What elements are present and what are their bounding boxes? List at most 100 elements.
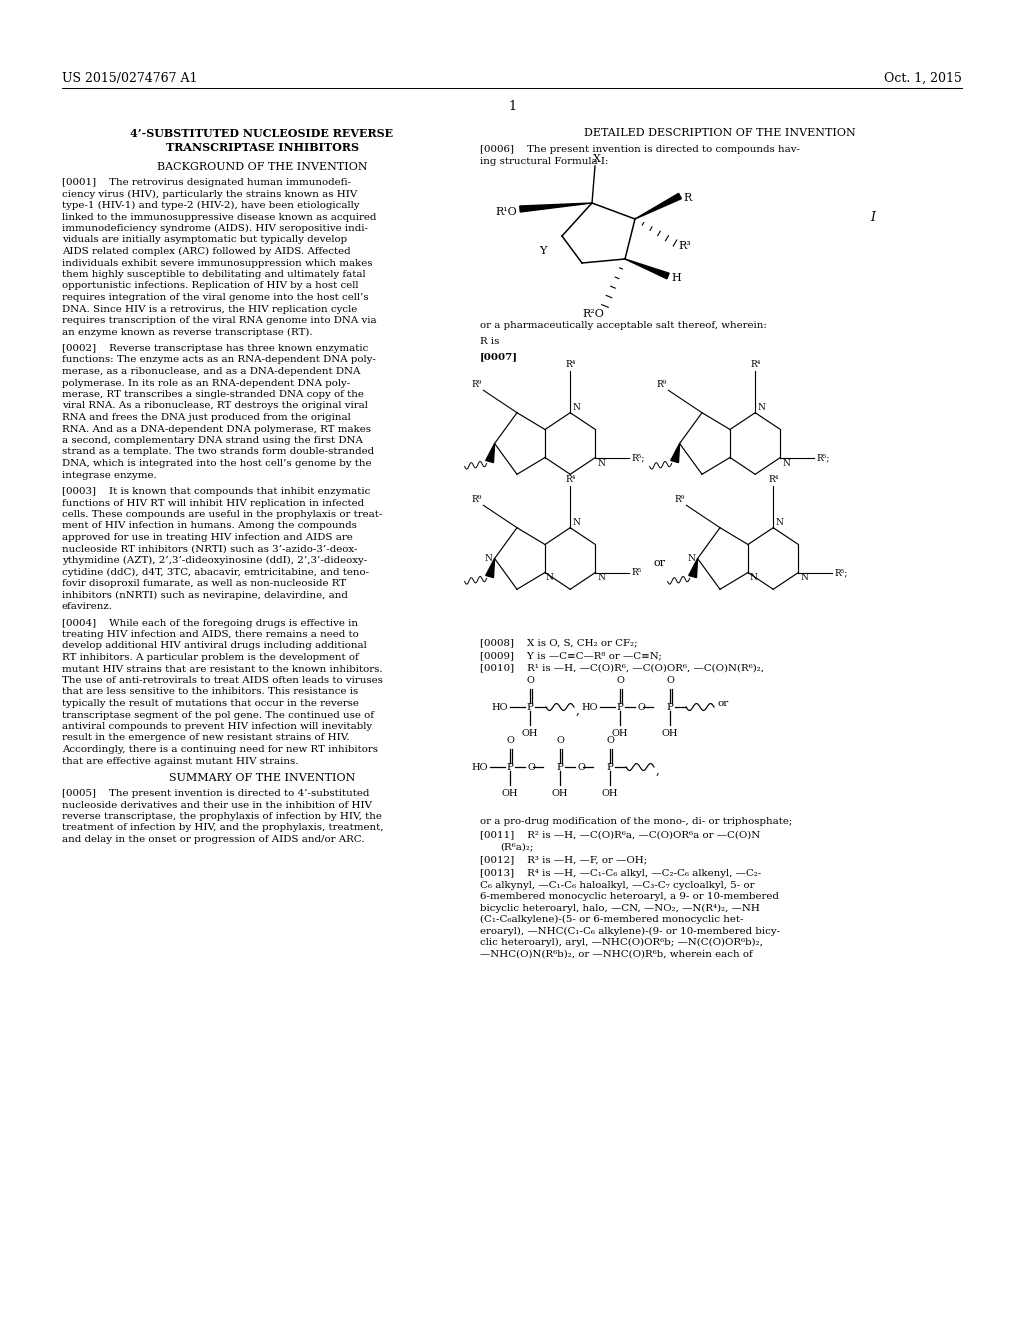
- Text: transcriptase segment of the pol gene. The continued use of: transcriptase segment of the pol gene. T…: [62, 710, 374, 719]
- Text: N: N: [572, 403, 580, 412]
- Text: inhibitors (nNRTI) such as nevirapine, delavirdine, and: inhibitors (nNRTI) such as nevirapine, d…: [62, 590, 348, 599]
- Text: approved for use in treating HIV infection and AIDS are: approved for use in treating HIV infecti…: [62, 533, 352, 543]
- Text: cells. These compounds are useful in the prophylaxis or treat-: cells. These compounds are useful in the…: [62, 510, 382, 519]
- Text: I: I: [870, 211, 874, 224]
- Text: linked to the immunosuppressive disease known as acquired: linked to the immunosuppressive disease …: [62, 213, 377, 222]
- Text: antiviral compounds to prevent HIV infection will inevitably: antiviral compounds to prevent HIV infec…: [62, 722, 372, 731]
- Text: R⁹: R⁹: [674, 495, 684, 504]
- Text: functions of HIV RT will inhibit HIV replication in infected: functions of HIV RT will inhibit HIV rep…: [62, 499, 365, 507]
- Text: R⁵;: R⁵;: [631, 453, 644, 462]
- Text: viduals are initially asymptomatic but typically develop: viduals are initially asymptomatic but t…: [62, 235, 347, 244]
- Polygon shape: [689, 558, 697, 578]
- Text: The use of anti-retrovirals to treat AIDS often leads to viruses: The use of anti-retrovirals to treat AID…: [62, 676, 383, 685]
- Text: O: O: [606, 737, 614, 744]
- Text: ,: ,: [656, 763, 659, 776]
- Text: Oct. 1, 2015: Oct. 1, 2015: [884, 73, 962, 84]
- Text: N: N: [597, 573, 605, 582]
- Text: R⁹: R⁹: [656, 380, 667, 389]
- Text: OH: OH: [611, 729, 629, 738]
- Text: efavirenz.: efavirenz.: [62, 602, 113, 611]
- Text: HO: HO: [492, 702, 508, 711]
- Text: R⁵: R⁵: [631, 568, 641, 577]
- Text: N: N: [775, 517, 783, 527]
- Polygon shape: [635, 193, 681, 219]
- Text: N: N: [782, 458, 791, 467]
- Text: individuals exhibit severe immunosuppression which makes: individuals exhibit severe immunosuppres…: [62, 259, 373, 268]
- Text: R⁹: R⁹: [471, 495, 481, 504]
- Text: merase, RT transcribes a single-stranded DNA copy of the: merase, RT transcribes a single-stranded…: [62, 389, 364, 399]
- Text: ,: ,: [575, 704, 580, 717]
- Polygon shape: [671, 444, 680, 462]
- Text: result in the emergence of new resistant strains of HIV.: result in the emergence of new resistant…: [62, 734, 349, 742]
- Text: develop additional HIV antiviral drugs including additional: develop additional HIV antiviral drugs i…: [62, 642, 367, 651]
- Text: [0002]    Reverse transcriptase has three known enzymatic: [0002] Reverse transcriptase has three k…: [62, 345, 369, 352]
- Text: a second, complementary DNA strand using the first DNA: a second, complementary DNA strand using…: [62, 436, 362, 445]
- Text: O: O: [527, 763, 535, 771]
- Text: and delay in the onset or progression of AIDS and/or ARC.: and delay in the onset or progression of…: [62, 836, 365, 843]
- Text: an enzyme known as reverse transcriptase (RT).: an enzyme known as reverse transcriptase…: [62, 327, 312, 337]
- Text: SUMMARY OF THE INVENTION: SUMMARY OF THE INVENTION: [169, 774, 355, 783]
- Text: nucleoside derivatives and their use in the inhibition of HIV: nucleoside derivatives and their use in …: [62, 800, 372, 809]
- Text: or: or: [654, 558, 666, 569]
- Text: polymerase. In its role as an RNA-dependent DNA poly-: polymerase. In its role as an RNA-depend…: [62, 379, 350, 388]
- Text: R⁴: R⁴: [565, 360, 575, 368]
- Text: N: N: [546, 573, 554, 582]
- Text: N: N: [749, 573, 757, 582]
- Text: Y: Y: [540, 246, 547, 256]
- Text: TRANSCRIPTASE INHIBITORS: TRANSCRIPTASE INHIBITORS: [166, 143, 358, 153]
- Text: [0010]    R¹ is —H, —C(O)R⁶, —C(O)OR⁶, —C(O)N(R⁶)₂,: [0010] R¹ is —H, —C(O)R⁶, —C(O)OR⁶, —C(O…: [480, 664, 764, 672]
- Text: (R⁶a)₂;: (R⁶a)₂;: [500, 842, 534, 851]
- Text: AIDS related complex (ARC) followed by AIDS. Affected: AIDS related complex (ARC) followed by A…: [62, 247, 350, 256]
- Text: [0007]: [0007]: [480, 352, 518, 360]
- Polygon shape: [625, 259, 669, 279]
- Text: mutant HIV strains that are resistant to the known inhibitors.: mutant HIV strains that are resistant to…: [62, 664, 383, 673]
- Text: ciency virus (HIV), particularly the strains known as HIV: ciency virus (HIV), particularly the str…: [62, 190, 357, 198]
- Text: [0013]    R⁴ is —H, —C₁-C₆ alkyl, —C₂-C₆ alkenyl, —C₂-: [0013] R⁴ is —H, —C₁-C₆ alkyl, —C₂-C₆ al…: [480, 869, 761, 878]
- Text: P: P: [526, 702, 534, 711]
- Text: functions: The enzyme acts as an RNA-dependent DNA poly-: functions: The enzyme acts as an RNA-dep…: [62, 355, 376, 364]
- Text: them highly susceptible to debilitating and ultimately fatal: them highly susceptible to debilitating …: [62, 271, 366, 279]
- Text: R⁴: R⁴: [565, 475, 575, 483]
- Text: O: O: [637, 702, 645, 711]
- Text: —NHC(O)N(R⁶b)₂, or —NHC(O)R⁶b, wherein each of: —NHC(O)N(R⁶b)₂, or —NHC(O)R⁶b, wherein e…: [480, 949, 753, 958]
- Text: R⁵;: R⁵;: [834, 568, 848, 577]
- Text: HO: HO: [582, 702, 598, 711]
- Text: typically the result of mutations that occur in the reverse: typically the result of mutations that o…: [62, 700, 358, 708]
- Text: OH: OH: [602, 789, 618, 799]
- Text: that are effective against mutant HIV strains.: that are effective against mutant HIV st…: [62, 756, 299, 766]
- Text: cytidine (ddC), d4T, 3TC, abacavir, emtricitabine, and teno-: cytidine (ddC), d4T, 3TC, abacavir, emtr…: [62, 568, 369, 577]
- Text: eroaryl), —NHC(C₁-C₆ alkylene)-(9- or 10-membered bicy-: eroaryl), —NHC(C₁-C₆ alkylene)-(9- or 10…: [480, 927, 780, 936]
- Text: treating HIV infection and AIDS, there remains a need to: treating HIV infection and AIDS, there r…: [62, 630, 358, 639]
- Text: [0009]    Y is —C≡C—R⁸ or —C≡N;: [0009] Y is —C≡C—R⁸ or —C≡N;: [480, 651, 662, 660]
- Text: O: O: [556, 737, 564, 744]
- Text: O: O: [526, 676, 534, 685]
- Text: opportunistic infections. Replication of HIV by a host cell: opportunistic infections. Replication of…: [62, 281, 358, 290]
- Text: nucleoside RT inhibitors (NRTI) such as 3’-azido-3’-deox-: nucleoside RT inhibitors (NRTI) such as …: [62, 544, 357, 553]
- Text: OH: OH: [502, 789, 518, 799]
- Text: N: N: [757, 403, 765, 412]
- Text: R²O: R²O: [582, 309, 604, 319]
- Text: reverse transcriptase, the prophylaxis of infection by HIV, the: reverse transcriptase, the prophylaxis o…: [62, 812, 382, 821]
- Text: P: P: [616, 702, 624, 711]
- Text: R⁴: R⁴: [750, 360, 761, 368]
- Text: US 2015/0274767 A1: US 2015/0274767 A1: [62, 73, 198, 84]
- Text: O: O: [666, 676, 674, 685]
- Text: P: P: [557, 763, 563, 771]
- Text: (C₁-C₆alkylene)-(5- or 6-membered monocyclic het-: (C₁-C₆alkylene)-(5- or 6-membered monocy…: [480, 915, 743, 924]
- Text: or a pharmaceutically acceptable salt thereof, wherein:: or a pharmaceutically acceptable salt th…: [480, 321, 767, 330]
- Text: viral RNA. As a ribonuclease, RT destroys the original viral: viral RNA. As a ribonuclease, RT destroy…: [62, 401, 368, 411]
- Text: N: N: [572, 517, 580, 527]
- Text: RNA. And as a DNA-dependent DNA polymerase, RT makes: RNA. And as a DNA-dependent DNA polymera…: [62, 425, 371, 433]
- Text: that are less sensitive to the inhibitors. This resistance is: that are less sensitive to the inhibitor…: [62, 688, 358, 697]
- Text: immunodeficiency syndrome (AIDS). HIV seropositive indi-: immunodeficiency syndrome (AIDS). HIV se…: [62, 224, 368, 234]
- Text: 4’-SUBSTITUTED NUCLEOSIDE REVERSE: 4’-SUBSTITUTED NUCLEOSIDE REVERSE: [130, 128, 393, 139]
- Text: HO: HO: [471, 763, 488, 771]
- Text: ing structural Formula I:: ing structural Formula I:: [480, 157, 608, 165]
- Text: R¹O: R¹O: [496, 207, 517, 216]
- Text: R⁹: R⁹: [471, 380, 481, 389]
- Text: C₆ alkynyl, —C₁-C₆ haloalkyl, —C₃-C₇ cycloalkyl, 5- or: C₆ alkynyl, —C₁-C₆ haloalkyl, —C₃-C₇ cyc…: [480, 880, 755, 890]
- Text: RNA and frees the DNA just produced from the original: RNA and frees the DNA just produced from…: [62, 413, 351, 422]
- Text: [0011]    R² is —H, —C(O)R⁶a, —C(O)OR⁶a or —C(O)N: [0011] R² is —H, —C(O)R⁶a, —C(O)OR⁶a or …: [480, 830, 760, 840]
- Text: O: O: [577, 763, 585, 771]
- Text: merase, as a ribonuclease, and as a DNA-dependent DNA: merase, as a ribonuclease, and as a DNA-…: [62, 367, 360, 376]
